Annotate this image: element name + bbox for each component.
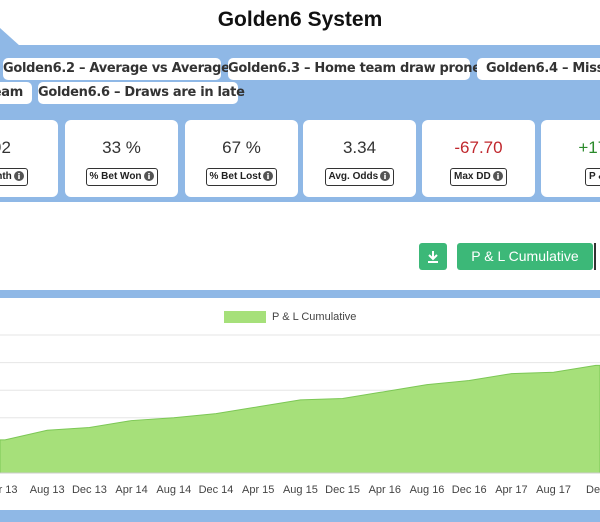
stat-label-text: Max DD xyxy=(454,171,491,182)
x-tick-label: Apr 17 xyxy=(495,484,527,496)
stat-label-text: P & xyxy=(589,171,600,182)
info-icon xyxy=(263,171,274,181)
x-tick-label: Dec 14 xyxy=(199,484,234,496)
stat-label-text: Avg. Odds xyxy=(328,171,379,182)
download-button[interactable] xyxy=(419,243,447,270)
stat-card: 67 % % Bet Lost xyxy=(185,120,298,197)
x-tick-label: Aug 13 xyxy=(30,484,65,496)
x-tick-label: Aug 14 xyxy=(156,484,191,496)
stat-label-text: /Month xyxy=(0,171,12,182)
x-tick-label: Apr 14 xyxy=(115,484,147,496)
stat-card: -67.70 Max DD xyxy=(422,120,535,197)
band xyxy=(0,510,600,522)
stat-card: +177 P & xyxy=(541,120,600,197)
tab[interactable]: Golden6.4 – Missin xyxy=(477,58,600,80)
download-icon xyxy=(428,251,438,263)
x-tick-label: pr 13 xyxy=(0,484,18,496)
info-icon xyxy=(13,171,24,181)
info-icon xyxy=(143,171,154,181)
tab[interactable]: Golden6.3 – Home team draw prone xyxy=(228,58,481,80)
stat-value: +177 xyxy=(578,138,600,157)
stat-label-text: % Bet Lost xyxy=(209,171,262,182)
corner xyxy=(0,28,20,46)
legend-swatch xyxy=(224,311,266,323)
stat-card: 33 % % Bet Won xyxy=(65,120,178,197)
stat-card: 92/Month xyxy=(0,120,58,197)
stat-value: 67 % xyxy=(222,138,261,157)
legend-label: P & L Cumulative xyxy=(272,311,356,323)
band xyxy=(0,290,600,298)
x-tick-label: Dec xyxy=(586,484,600,496)
stat-value: 92 xyxy=(0,138,11,157)
page-title: Golden6 System xyxy=(217,8,383,31)
stat-label[interactable]: % Bet Won xyxy=(85,168,158,186)
x-tick-label: Apr 16 xyxy=(369,484,401,496)
stat-card: 3.34 Avg. Odds xyxy=(303,120,416,197)
stat-value: 33 % xyxy=(102,138,141,157)
chart-select-button[interactable]: P & L Cumulative xyxy=(457,243,593,270)
stat-value: -67.70 xyxy=(454,138,503,157)
x-tick-label: Aug 15 xyxy=(283,484,318,496)
info-icon xyxy=(492,171,503,181)
stat-label-text: % Bet Won xyxy=(89,171,142,182)
area xyxy=(0,364,600,474)
stat-label[interactable]: P & xyxy=(585,168,600,186)
tab[interactable]: Golden6.6 – Draws are in late xyxy=(38,82,245,104)
x-tick-label: Aug 17 xyxy=(536,484,571,496)
x-tick-label: Dec 16 xyxy=(452,484,487,496)
stat-label[interactable]: /Month xyxy=(0,168,28,186)
stat-label[interactable]: Max DD xyxy=(450,168,507,186)
stat-label[interactable]: Avg. Odds xyxy=(324,168,395,186)
button-edge xyxy=(594,243,596,270)
stat-value: 3.34 xyxy=(342,138,377,157)
info-icon xyxy=(380,171,391,181)
x-tick-label: Aug 16 xyxy=(410,484,445,496)
tab[interactable]: eam xyxy=(0,82,32,104)
x-tick-label: Apr 15 xyxy=(242,484,274,496)
tab[interactable]: Golden6.2 – Average vs Average xyxy=(3,58,230,80)
stat-label[interactable]: % Bet Lost xyxy=(205,168,278,186)
x-tick-label: Dec 13 xyxy=(72,484,107,496)
x-tick-label: Dec 15 xyxy=(325,484,360,496)
chart: P & L Cumulative pr 13 Aug 13 Dec 13 Apr 14 A… xyxy=(0,311,600,496)
